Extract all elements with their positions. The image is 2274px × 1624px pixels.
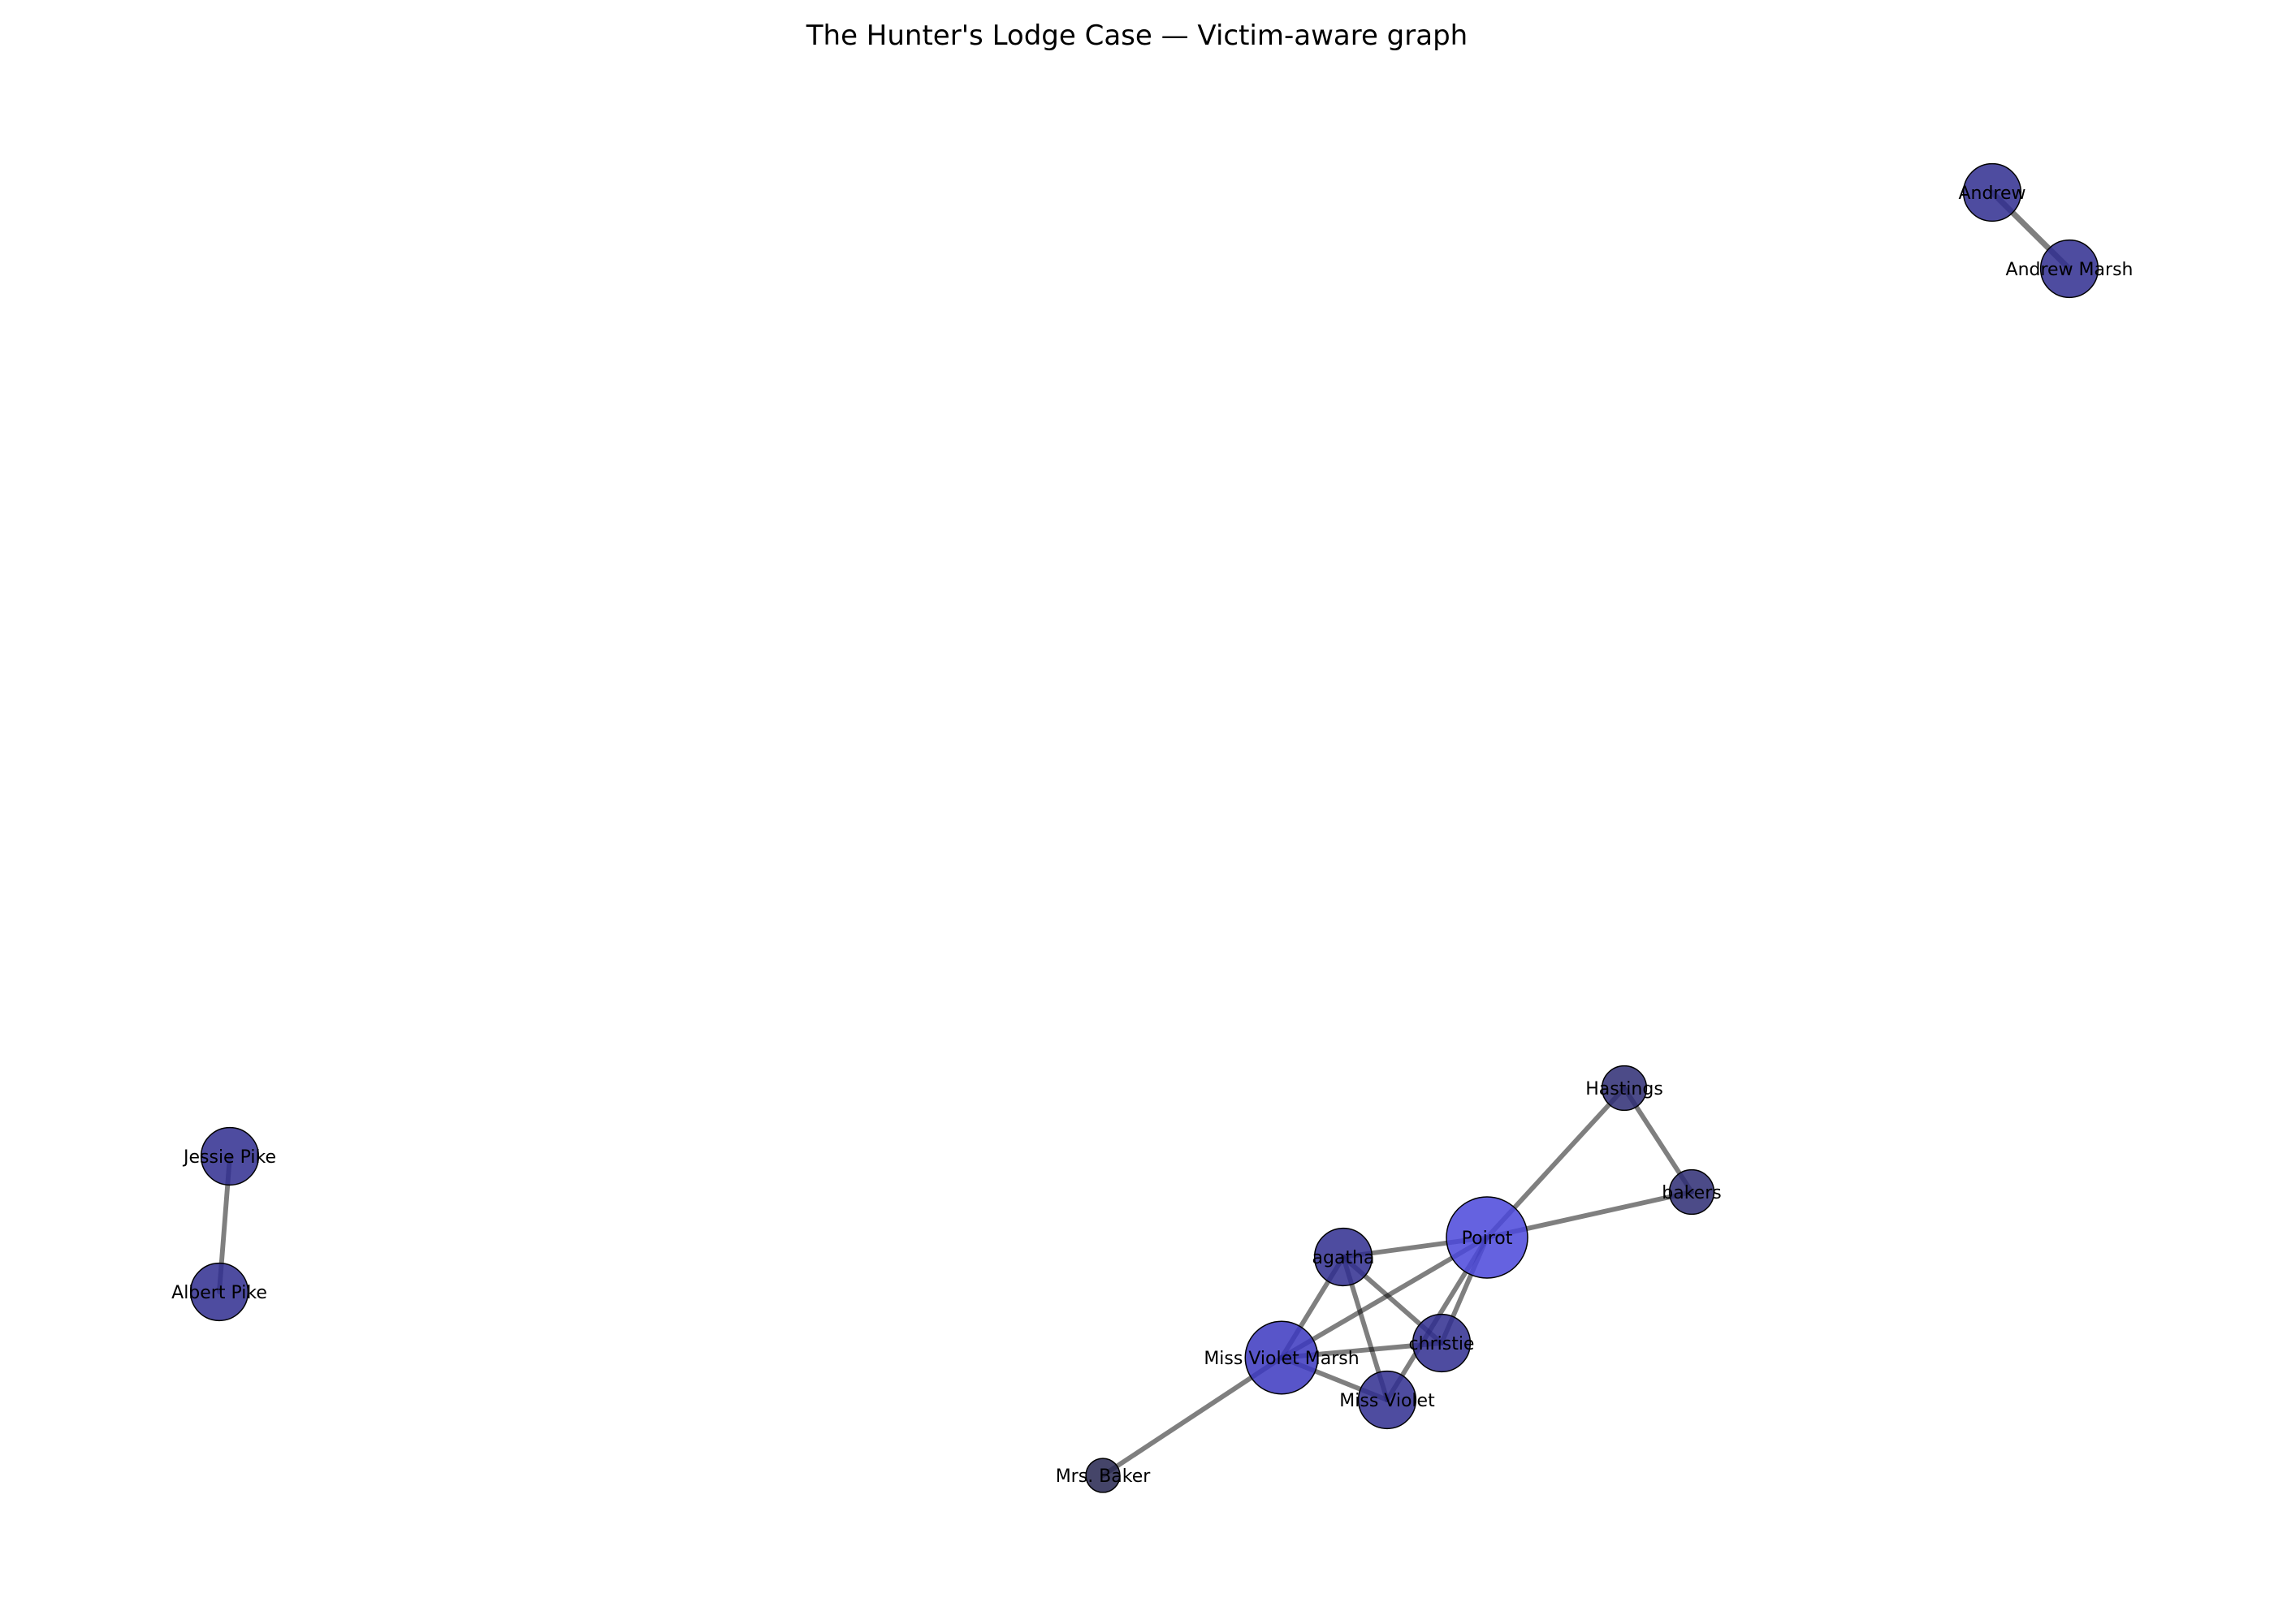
node-mrs-baker[interactable] [1085, 1458, 1121, 1493]
node-jessie-pike[interactable] [200, 1126, 260, 1186]
node-label-agatha: agatha [1312, 1248, 1375, 1268]
node-bakers[interactable] [1668, 1168, 1715, 1216]
node-label-bakers: bakers [1662, 1183, 1721, 1203]
nodes-layer [189, 162, 2099, 1493]
node-poirot[interactable] [1446, 1196, 1528, 1279]
labels-layer: Andrew Andrew Marsh Jessie Pike Albert Pike… [171, 184, 2133, 1487]
node-label-hastings: Hastings [1585, 1079, 1663, 1099]
graph-title: The Hunter's Lodge Case — Victim-aware g… [806, 19, 1468, 52]
node-label-albert-pike: Albert Pike [171, 1283, 267, 1303]
node-christie[interactable] [1412, 1313, 1472, 1373]
node-agatha[interactable] [1313, 1227, 1373, 1287]
node-label-miss-violet: Miss Violet [1339, 1391, 1435, 1411]
node-label-mrs-baker: Mrs. Baker [1056, 1466, 1152, 1487]
node-label-miss-violet-marsh: Miss Violet Marsh [1204, 1349, 1359, 1369]
node-label-jessie-pike: Jessie Pike [182, 1147, 276, 1168]
node-albert-pike[interactable] [189, 1262, 249, 1322]
node-andrew-marsh[interactable] [2039, 239, 2099, 299]
node-label-andrew-marsh: Andrew Marsh [2006, 260, 2133, 280]
node-hastings[interactable] [1601, 1065, 1648, 1112]
node-label-christie: christie [1409, 1334, 1475, 1354]
edges-layer [217, 189, 2073, 1478]
node-miss-violet[interactable] [1357, 1370, 1417, 1430]
node-miss-violet-marsh[interactable] [1244, 1320, 1319, 1395]
node-andrew[interactable] [1962, 162, 2022, 222]
node-label-andrew: Andrew [1958, 184, 2025, 204]
node-label-poirot: Poirot [1462, 1229, 1513, 1249]
